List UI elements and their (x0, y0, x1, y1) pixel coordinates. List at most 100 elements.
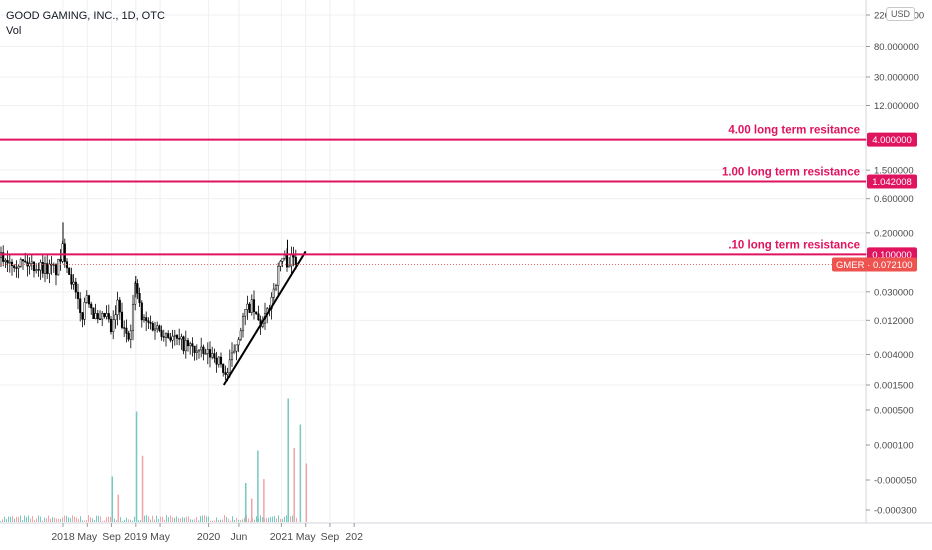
candle-body (8, 261, 11, 264)
last-price-text: GMER · 0.072100 (836, 260, 913, 271)
time-tick-label: 2018 (51, 531, 75, 543)
volume-bar (14, 518, 15, 522)
volume-spike (263, 479, 265, 522)
volume-bar (82, 520, 83, 522)
candle-body (208, 349, 212, 358)
candle-body (281, 258, 284, 262)
volume-tick-label: 0.000100 (874, 441, 914, 452)
volume-bar (148, 516, 149, 522)
candle-body (96, 313, 99, 320)
candle-body (178, 338, 181, 340)
volume-bar (204, 515, 205, 522)
volume-bar (54, 517, 55, 522)
volume-bar (44, 517, 45, 522)
volume-spike (293, 447, 295, 522)
candle-body (241, 315, 245, 332)
candle-body (103, 313, 106, 317)
candle-body (222, 363, 225, 373)
volume-bar (228, 518, 229, 522)
candle-body (151, 323, 154, 331)
candle-body (131, 303, 135, 332)
candle-body (211, 353, 214, 358)
volume-bar (260, 515, 261, 522)
resistance-price-text: 4.000000 (872, 135, 912, 146)
volume-bar (52, 517, 53, 522)
candle-body (63, 243, 66, 262)
volume-bar (284, 516, 285, 522)
volume-tick-label: -0.000050 (874, 476, 917, 487)
volume-bar (150, 519, 151, 522)
volume-bar (108, 516, 109, 522)
candle-body (129, 330, 132, 340)
volume-bar (158, 518, 159, 522)
resistance-label: .10 long term resistance (728, 239, 860, 251)
candle-body (112, 319, 115, 333)
volume-bar (254, 519, 255, 522)
volume-bar (76, 517, 77, 522)
candle-body (149, 322, 152, 324)
price-tick-label: 30.000000 (874, 72, 919, 83)
price-tick-label: 0.600000 (874, 194, 914, 205)
currency-button[interactable]: USD (886, 7, 916, 21)
candle-body (274, 285, 278, 290)
resistance-label: 1.00 long term resistance (722, 166, 860, 178)
time-tick-label: May (296, 531, 317, 543)
volume-bar (282, 518, 283, 522)
volume-bar (72, 515, 73, 522)
volume-tick-label: 0.000500 (874, 406, 914, 417)
candle-body (83, 302, 86, 320)
last-price-tag (832, 257, 917, 272)
candle-body (189, 343, 192, 347)
volume-bar (126, 517, 127, 522)
price-tick-label: 0.012000 (874, 316, 914, 327)
volume-bar (218, 519, 219, 522)
candle-body (24, 260, 27, 263)
volume-spike (117, 494, 120, 522)
volume-bar (90, 517, 91, 522)
candle-body (61, 243, 64, 262)
price-tick-label: 0.200000 (874, 228, 914, 239)
volume-bar (48, 515, 49, 522)
price-tick-label: 12.000000 (874, 101, 919, 112)
volume-bar (198, 520, 199, 522)
volume-bar (32, 515, 33, 522)
time-tick-label: 2021 (270, 531, 294, 543)
price-tick-label: 80.000000 (874, 42, 919, 53)
volume-bar (24, 515, 25, 522)
resistance-price-text: 1.042008 (872, 177, 912, 188)
volume-bar (26, 517, 27, 522)
volume-bar (64, 515, 65, 522)
volume-spike (299, 424, 302, 522)
candle-body (246, 303, 249, 310)
volume-bar (182, 517, 183, 522)
candle-body (158, 325, 161, 331)
candle-body (35, 269, 38, 272)
volume-bar (170, 515, 171, 522)
volume-bar (214, 520, 215, 522)
candle-body (294, 256, 297, 265)
candle-body (195, 350, 198, 353)
volume-bar (10, 516, 11, 522)
volume-bar (162, 516, 163, 522)
candle-body (224, 372, 227, 375)
volume-bar (88, 515, 89, 522)
candle-body (54, 264, 58, 276)
volume-bar (116, 520, 117, 522)
candle-body (74, 281, 77, 293)
volume-bar (232, 516, 233, 522)
volume-bar (2, 519, 3, 522)
volume-bar (132, 520, 133, 522)
candle-body (252, 299, 256, 313)
price-tick-label: 0.001500 (874, 381, 914, 392)
volume-bar (154, 519, 155, 522)
volume-tick-label: -0.000300 (874, 506, 917, 517)
volume-bar (184, 517, 185, 522)
candle-body (145, 317, 148, 322)
volume-bar (30, 518, 31, 522)
volume-bar (172, 517, 173, 522)
volume-bar (268, 517, 269, 522)
volume-bar (292, 515, 293, 522)
candle-body (85, 295, 88, 303)
candle-body (90, 303, 93, 309)
